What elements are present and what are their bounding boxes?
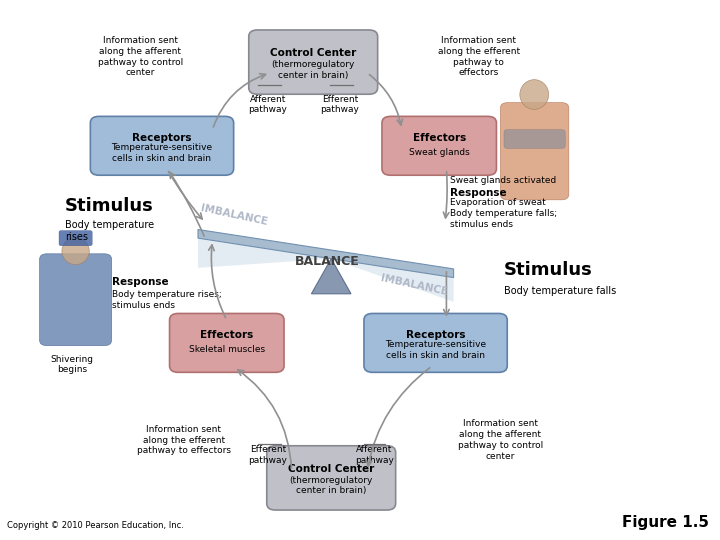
Text: Afferent
pathway: Afferent pathway	[355, 446, 394, 465]
Polygon shape	[331, 259, 454, 302]
Text: Skeletal muscles: Skeletal muscles	[189, 345, 265, 354]
FancyBboxPatch shape	[504, 130, 565, 148]
Text: Figure 1.5: Figure 1.5	[622, 515, 709, 530]
FancyBboxPatch shape	[249, 30, 377, 94]
Text: Control Center: Control Center	[270, 48, 356, 58]
FancyBboxPatch shape	[382, 117, 497, 175]
Text: Stimulus: Stimulus	[504, 261, 593, 279]
Text: Temperature-sensitive
cells in skin and brain: Temperature-sensitive cells in skin and …	[112, 143, 212, 163]
Text: Effectors: Effectors	[413, 132, 466, 143]
Text: IMBALANCE: IMBALANCE	[199, 203, 269, 227]
Text: Evaporation of sweat
Body temperature falls;
stimulus ends: Evaporation of sweat Body temperature fa…	[450, 198, 557, 228]
Text: Body temperature falls: Body temperature falls	[504, 286, 616, 295]
FancyBboxPatch shape	[91, 117, 233, 175]
Text: Body temperature
rises: Body temperature rises	[65, 220, 154, 242]
Text: Efferent
pathway: Efferent pathway	[320, 94, 359, 114]
Text: IMBALANCE: IMBALANCE	[379, 273, 449, 296]
Text: Shivering
begins: Shivering begins	[50, 355, 94, 374]
Text: Information sent
along the afferent
pathway to control
center: Information sent along the afferent path…	[458, 420, 543, 461]
FancyBboxPatch shape	[266, 446, 396, 510]
Polygon shape	[198, 238, 331, 268]
Text: Sweat glands: Sweat glands	[409, 148, 469, 157]
Text: Receptors: Receptors	[132, 132, 192, 143]
FancyBboxPatch shape	[40, 254, 112, 346]
FancyBboxPatch shape	[170, 313, 284, 373]
Polygon shape	[311, 259, 351, 294]
Text: Temperature-sensitive
cells in skin and brain: Temperature-sensitive cells in skin and …	[385, 340, 486, 360]
Text: Copyright © 2010 Pearson Education, Inc.: Copyright © 2010 Pearson Education, Inc.	[7, 521, 184, 530]
Text: Sweat glands activated: Sweat glands activated	[450, 177, 557, 185]
Polygon shape	[198, 230, 454, 278]
Text: Information sent
along the afferent
pathway to control
center: Information sent along the afferent path…	[98, 36, 183, 77]
Text: Body temperature rises;
stimulus ends: Body temperature rises; stimulus ends	[112, 290, 221, 309]
Text: Information sent
along the efferent
pathway to
effectors: Information sent along the efferent path…	[438, 36, 520, 77]
Text: Response: Response	[112, 277, 168, 287]
Ellipse shape	[62, 238, 89, 265]
Text: Response: Response	[450, 188, 507, 198]
FancyBboxPatch shape	[364, 313, 507, 373]
Text: Effectors: Effectors	[200, 329, 253, 340]
Text: Stimulus: Stimulus	[65, 197, 153, 215]
Text: Receptors: Receptors	[406, 329, 465, 340]
Text: Afferent
pathway: Afferent pathway	[248, 94, 287, 114]
Text: Information sent
along the efferent
pathway to effectors: Information sent along the efferent path…	[137, 425, 230, 455]
Text: (thermoregulatory
center in brain): (thermoregulatory center in brain)	[289, 476, 373, 496]
Text: BALANCE: BALANCE	[295, 255, 360, 268]
Text: (thermoregulatory
center in brain): (thermoregulatory center in brain)	[271, 60, 355, 80]
Text: Efferent
pathway: Efferent pathway	[248, 446, 287, 465]
Ellipse shape	[520, 79, 549, 109]
Text: Control Center: Control Center	[288, 464, 374, 474]
FancyBboxPatch shape	[500, 103, 569, 200]
FancyBboxPatch shape	[59, 231, 92, 246]
